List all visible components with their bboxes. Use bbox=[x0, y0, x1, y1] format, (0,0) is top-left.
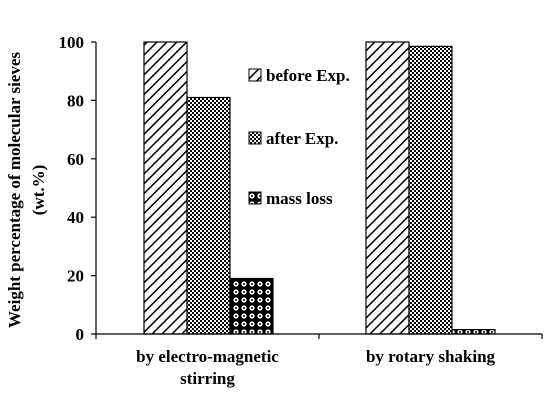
legend-swatch bbox=[248, 191, 262, 205]
y-tick-label: 60 bbox=[67, 150, 84, 169]
y-tick-label: 40 bbox=[67, 208, 84, 227]
y-axis-label: Weight percentage of molecular sieves (w… bbox=[5, 52, 48, 328]
bar-after-exp-2 bbox=[408, 45, 453, 335]
legend-swatch bbox=[248, 68, 262, 82]
legend-swatch bbox=[248, 131, 262, 145]
y-axis-label-line-2: (wt.%) bbox=[29, 165, 48, 216]
legend: before Exp. after Exp. mass loss bbox=[248, 66, 350, 208]
bar-before-exp-2 bbox=[365, 41, 410, 335]
y-axis: 0 20 40 60 80 100 bbox=[59, 33, 97, 344]
y-tick-label: 100 bbox=[59, 33, 85, 52]
bar-after-exp-1 bbox=[186, 96, 231, 335]
x-category-label: by electro-magnetic stirring bbox=[136, 347, 279, 388]
y-tick-label: 80 bbox=[67, 91, 84, 110]
bar-before-exp-1 bbox=[143, 41, 188, 335]
bar-mass-loss-1 bbox=[229, 277, 274, 335]
bar-mass-loss-2 bbox=[451, 329, 496, 335]
legend-label: mass loss bbox=[266, 189, 333, 208]
legend-label: after Exp. bbox=[266, 129, 338, 148]
x-category-label: by rotary shaking bbox=[366, 347, 496, 366]
bar-series bbox=[143, 41, 496, 335]
y-tick-label: 20 bbox=[67, 267, 84, 286]
x-axis: by electro-magnetic stirring by rotary sha… bbox=[95, 333, 543, 388]
y-axis-label-line-1: Weight percentage of molecular sieves bbox=[5, 52, 24, 328]
y-tick-label: 0 bbox=[76, 325, 85, 344]
legend-label: before Exp. bbox=[266, 66, 350, 85]
